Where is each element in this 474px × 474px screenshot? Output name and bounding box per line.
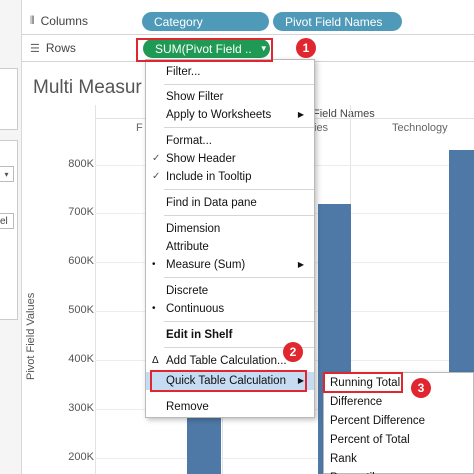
columns-icon: ⫴ bbox=[30, 14, 35, 27]
checkmark-icon: ✓ bbox=[152, 153, 161, 164]
menu-item-label: Find in Data pane bbox=[166, 197, 257, 209]
submenu-item-running-total[interactable]: Running Total bbox=[330, 377, 401, 389]
y-tick-label: 800K bbox=[68, 158, 94, 170]
menu-item-find-in-data-pane[interactable]: Find in Data pane bbox=[146, 194, 314, 212]
pivot-field-names-pill[interactable]: Pivot Field Names bbox=[273, 12, 402, 31]
callout-badge-2: 2 bbox=[283, 342, 303, 362]
submenu-arrow-icon: ▶ bbox=[297, 110, 304, 119]
menu-item-label: Format... bbox=[166, 135, 213, 147]
menu-item-show-filter[interactable]: Show Filter bbox=[146, 88, 314, 106]
menu-item-label: Continuous bbox=[166, 303, 225, 315]
highlight-box-2 bbox=[150, 370, 307, 392]
menu-item-label: Add Table Calculation... bbox=[166, 355, 287, 367]
columns-shelf-label: ⫴ Columns bbox=[30, 14, 88, 28]
submenu-item-percentile[interactable]: Percentile bbox=[324, 469, 473, 474]
menu-separator bbox=[164, 277, 314, 278]
rows-icon: ☰ bbox=[30, 42, 40, 55]
category-pill[interactable]: Category bbox=[142, 12, 269, 31]
rows-shelf-label: ☰ Rows bbox=[30, 41, 76, 55]
submenu-item-difference[interactable]: Difference bbox=[330, 396, 383, 408]
menu-item-quick-table-calculation[interactable]: Quick Table Calculation ▶ bbox=[146, 372, 314, 390]
dropdown-caret-icon[interactable]: ▼ bbox=[259, 44, 268, 53]
menu-item-label: Measure (Sum) bbox=[166, 259, 246, 271]
menu-item-show-header[interactable]: ✓ Show Header bbox=[146, 150, 314, 168]
column-header-technology: Technology bbox=[392, 122, 448, 134]
menu-item-label: Edit in Shelf bbox=[166, 329, 233, 341]
y-tick-label: 600K bbox=[68, 255, 94, 267]
menu-separator bbox=[164, 215, 314, 216]
chevron-down-icon[interactable]: ▾ bbox=[0, 166, 14, 182]
menu-item-label: Dimension bbox=[166, 223, 221, 235]
menu-item-dimension[interactable]: Dimension bbox=[146, 220, 314, 238]
menu-item-label: Show Filter bbox=[166, 91, 224, 103]
left-card-top bbox=[0, 68, 18, 130]
sum-pivot-field-pill[interactable]: SUM(Pivot Field .. ▼ bbox=[143, 39, 270, 58]
callout-badge-1: 1 bbox=[296, 38, 316, 58]
menu-item-format[interactable]: Format... bbox=[146, 132, 314, 150]
menu-item-label: Apply to Worksheets bbox=[166, 109, 272, 121]
submenu-arrow-icon: ▶ bbox=[297, 260, 304, 269]
pivot-field-names-header: Field Names bbox=[313, 108, 375, 120]
left-panel: ▾ el bbox=[0, 0, 22, 474]
menu-item-filter[interactable]: Filter... bbox=[146, 63, 314, 81]
quick-table-calculation-submenu: Running Total Difference Percent Differenc… bbox=[323, 372, 474, 474]
bullet-icon: • bbox=[152, 303, 156, 314]
menu-item-label: Attribute bbox=[166, 241, 209, 253]
delta-icon: Δ bbox=[152, 355, 159, 366]
bar-furniture[interactable] bbox=[187, 418, 221, 474]
bullet-icon: • bbox=[152, 259, 156, 270]
y-tick-label: 500K bbox=[68, 304, 94, 316]
menu-item-edit-in-shelf[interactable]: Edit in Shelf bbox=[146, 326, 314, 344]
grid-divider bbox=[95, 105, 96, 474]
y-tick-label: 300K bbox=[68, 402, 94, 414]
sheet-title: Multi Measur bbox=[33, 77, 142, 98]
menu-item-label: Include in Tooltip bbox=[166, 171, 252, 183]
menu-item-label: Remove bbox=[166, 401, 209, 413]
callout-badge-3: 3 bbox=[411, 378, 431, 398]
submenu-item-percent-of-total[interactable]: Percent of Total bbox=[330, 434, 410, 446]
menu-item-label: Quick Table Calculation bbox=[166, 375, 286, 387]
y-tick-label: 400K bbox=[68, 353, 94, 365]
submenu-item-percent-difference[interactable]: Percent Difference bbox=[330, 415, 426, 427]
menu-item-label: Filter... bbox=[166, 66, 201, 78]
y-tick-label: 200K bbox=[68, 451, 94, 463]
y-axis-label: Pivot Field Values bbox=[25, 292, 37, 380]
submenu-arrow-icon: ▶ bbox=[297, 376, 304, 385]
menu-item-label: Show Header bbox=[166, 153, 236, 165]
menu-item-discrete[interactable]: Discrete bbox=[146, 282, 314, 300]
menu-item-apply-to-worksheets[interactable]: Apply to Worksheets ▶ bbox=[146, 106, 314, 124]
field-context-menu: Filter... Show Filter Apply to Worksheets ▶… bbox=[145, 59, 315, 418]
menu-separator bbox=[164, 321, 314, 322]
column-header-office-supplies: ies bbox=[314, 122, 329, 134]
highlight-box-1 bbox=[136, 38, 273, 62]
menu-item-continuous[interactable]: • Continuous bbox=[146, 300, 314, 318]
y-tick-label: 700K bbox=[68, 206, 94, 218]
left-card-filters: ▾ el bbox=[0, 140, 18, 320]
menu-separator bbox=[164, 127, 314, 128]
checkmark-icon: ✓ bbox=[152, 171, 161, 182]
highlight-box-3 bbox=[323, 372, 403, 393]
menu-item-remove[interactable]: Remove bbox=[146, 398, 314, 416]
gridline bbox=[95, 458, 474, 459]
menu-item-measure-sum[interactable]: • Measure (Sum) ▶ bbox=[146, 256, 314, 274]
menu-separator bbox=[164, 84, 314, 85]
menu-item-include-in-tooltip[interactable]: ✓ Include in Tooltip bbox=[146, 168, 314, 186]
menu-separator bbox=[164, 189, 314, 190]
left-field-label[interactable]: el bbox=[0, 213, 14, 229]
menu-separator bbox=[164, 347, 314, 348]
menu-item-label: Discrete bbox=[166, 285, 209, 297]
menu-item-attribute[interactable]: Attribute bbox=[146, 238, 314, 256]
columns-shelf[interactable]: ⫴ Columns Category Pivot Field Names bbox=[22, 8, 474, 35]
submenu-item-rank[interactable]: Rank bbox=[330, 453, 357, 465]
menu-item-add-table-calculation[interactable]: Δ Add Table Calculation... bbox=[146, 352, 314, 370]
column-header-furniture: F bbox=[136, 122, 143, 134]
